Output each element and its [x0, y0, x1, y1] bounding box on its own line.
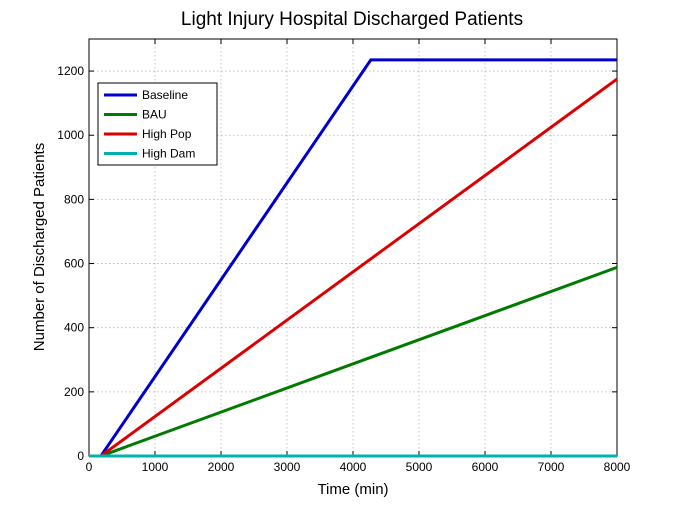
x-tick-label: 3000 — [274, 460, 301, 474]
y-tick-label: 800 — [64, 192, 84, 206]
legend-label: BAU — [142, 108, 167, 122]
y-tick-label: 400 — [64, 321, 84, 335]
axis-ticks: 0 1000 2000 3000 4000 5000 6000 7000 8000 0 200 400… — [57, 39, 631, 474]
x-tick-label: 7000 — [538, 460, 565, 474]
legend-item-baseline: Baseline — [104, 88, 188, 102]
chart-title: Light Injury Hospital Discharged Patient… — [181, 9, 523, 30]
legend-box — [97, 82, 218, 166]
legend-label: High Pop — [142, 127, 192, 141]
x-axis-label: Time (min) — [317, 481, 388, 498]
x-tick-label: 1000 — [142, 460, 169, 474]
legend-label: Baseline — [142, 88, 188, 102]
legend-item-bau: BAU — [104, 108, 167, 122]
y-axis-label: Number of Discharged Patients — [31, 143, 48, 351]
legend-item-high-pop: High Pop — [104, 127, 192, 141]
legend: Baseline BAU High Pop High Dam — [97, 82, 218, 166]
y-tick-label: 200 — [64, 385, 84, 399]
x-tick-label: 4000 — [340, 460, 367, 474]
legend-item-high-dam: High Dam — [104, 147, 195, 161]
y-tick-label: 0 — [77, 449, 84, 463]
y-tick-label: 1200 — [57, 64, 84, 78]
x-tick-label: 8000 — [604, 460, 631, 474]
x-tick-label: 6000 — [472, 460, 499, 474]
y-tick-label: 600 — [64, 257, 84, 271]
x-tick-label: 5000 — [406, 460, 433, 474]
y-tick-label: 1000 — [57, 128, 84, 142]
x-tick-label: 2000 — [208, 460, 235, 474]
grid — [89, 39, 617, 456]
series-lines — [89, 58, 618, 458]
x-tick-label: 0 — [86, 460, 93, 474]
legend-label: High Dam — [142, 147, 195, 161]
